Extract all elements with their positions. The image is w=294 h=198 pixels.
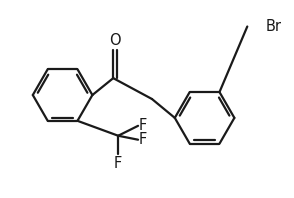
Text: F: F bbox=[114, 156, 122, 171]
Text: Br: Br bbox=[265, 19, 281, 34]
Text: F: F bbox=[139, 132, 147, 147]
Text: O: O bbox=[109, 33, 121, 48]
Text: F: F bbox=[139, 118, 147, 133]
